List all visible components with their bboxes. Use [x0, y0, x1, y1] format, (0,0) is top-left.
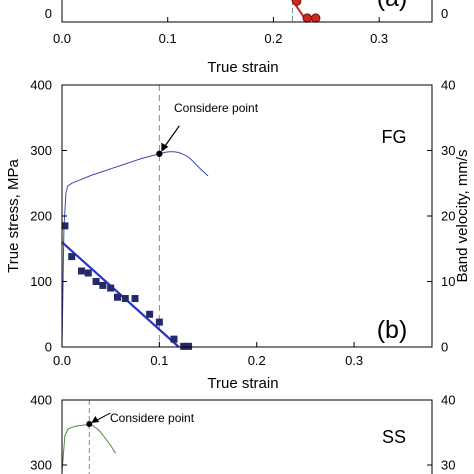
panel-b-velocity-point	[99, 281, 107, 289]
panel-c-y-tick-label-right: 40	[441, 393, 455, 408]
panel-c-y-ticks-right: 40 30	[427, 393, 455, 473]
panel-a-x-tick-label: 0.0	[53, 31, 71, 46]
panel-b-y-tick-label-left: 0	[45, 340, 52, 355]
panel-b-ylabel-right: Band velocity, mm/s	[454, 149, 471, 282]
panel-b-velocity-point	[146, 310, 154, 318]
panel-a: 0 0 (a) 0.0 0.1 0.2 0.3 True strain	[45, 0, 448, 76]
panel-b-xlabel: True strain	[207, 375, 278, 392]
panel-b-y-tick-label-right: 20	[441, 209, 455, 224]
panel-c-frame	[61, 399, 433, 474]
panel-b-x-ticks: 0.0 0.1 0.2 0.3	[53, 342, 363, 368]
panel-c: 400 300 40 30 SS Considere point	[30, 393, 455, 474]
panel-a-x-ticks: 0.0 0.1 0.2 0.3	[53, 17, 388, 46]
panel-a-point	[291, 0, 302, 6]
panel-b-x-tick-label: 0.2	[248, 353, 266, 368]
panel-a-x-tick-label: 0.2	[264, 31, 282, 46]
panel-b-velocity-point	[84, 269, 92, 277]
panel-c-corner-label: SS	[382, 427, 406, 447]
panel-a-point	[311, 13, 321, 23]
panel-b-y-tick-label-left: 200	[30, 209, 52, 224]
panel-b-velocity-point	[180, 342, 188, 350]
panel-c-data	[61, 400, 117, 474]
panel-b-velocity-point	[61, 222, 69, 230]
panel-b-y-tick-label-right: 10	[441, 274, 455, 289]
panel-b-velocity-point	[114, 293, 121, 301]
panel-b-x-tick-label: 0.0	[53, 353, 71, 368]
panel-c-arrow-head	[91, 416, 100, 424]
panel-b-y-ticks-right: 0 10 20 30 40	[427, 78, 455, 355]
panel-b-ylabel-left: True stress, MPa	[5, 159, 22, 273]
panel-b-velocity-point	[170, 335, 178, 343]
panel-b-velocity-point	[92, 278, 100, 285]
panel-b-x-tick-label: 0.3	[345, 353, 363, 368]
panel-b-x-tick-label: 0.1	[150, 353, 168, 368]
panel-a-x-tick-label: 0.3	[370, 31, 388, 46]
panel-a-x-tick-label: 0.1	[159, 31, 177, 46]
panel-b-velocity-point	[131, 295, 139, 303]
panel-a-label: (a)	[377, 0, 408, 12]
panel-b-y-ticks-left: 0 100 200 300 400	[30, 78, 67, 355]
panel-b-arrow-head	[161, 142, 169, 152]
panel-b-velocity-point	[155, 318, 163, 326]
panel-b-corner-label: FG	[382, 127, 407, 147]
panel-c-annotation: Considere point	[110, 411, 195, 425]
panel-c-y-ticks-left: 400 300	[30, 393, 67, 473]
panel-b-data	[61, 85, 209, 350]
panel-a-xlabel: True strain	[207, 59, 278, 76]
panel-b-velocity-point	[185, 342, 193, 350]
panel-c-y-tick-label-right: 30	[441, 458, 455, 473]
panel-b-annotation: Considere point	[174, 101, 259, 115]
panel-c-considere-point	[86, 421, 93, 428]
panel-b-velocity-point	[68, 253, 76, 261]
panel-b-y-tick-label-right: 0	[441, 340, 448, 355]
panel-b-y-tick-label-left: 100	[30, 274, 52, 289]
panel-b-velocity-point	[107, 284, 115, 292]
panel-a-point	[302, 13, 312, 23]
panel-b-stress-curve	[61, 151, 209, 348]
panel-b-y-tick-label-right: 30	[441, 143, 455, 158]
panel-b-y-tick-label-left: 400	[30, 78, 52, 93]
panel-b-velocity-point	[77, 267, 85, 275]
panel-a-frame	[61, 0, 433, 23]
panel-b-considere-point	[156, 150, 163, 157]
panel-b-y-tick-label-left: 300	[30, 143, 52, 158]
panel-b-label: (b)	[377, 316, 408, 344]
panel-b-velocity-point	[121, 295, 129, 303]
panel-a-y-tick-right: 0	[441, 6, 448, 21]
panel-b-y-tick-label-right: 40	[441, 78, 455, 93]
panel-c-y-tick-label-left: 400	[30, 393, 52, 408]
panel-c-y-tick-label-left: 300	[30, 458, 52, 473]
panel-a-y-tick-left: 0	[45, 6, 52, 21]
